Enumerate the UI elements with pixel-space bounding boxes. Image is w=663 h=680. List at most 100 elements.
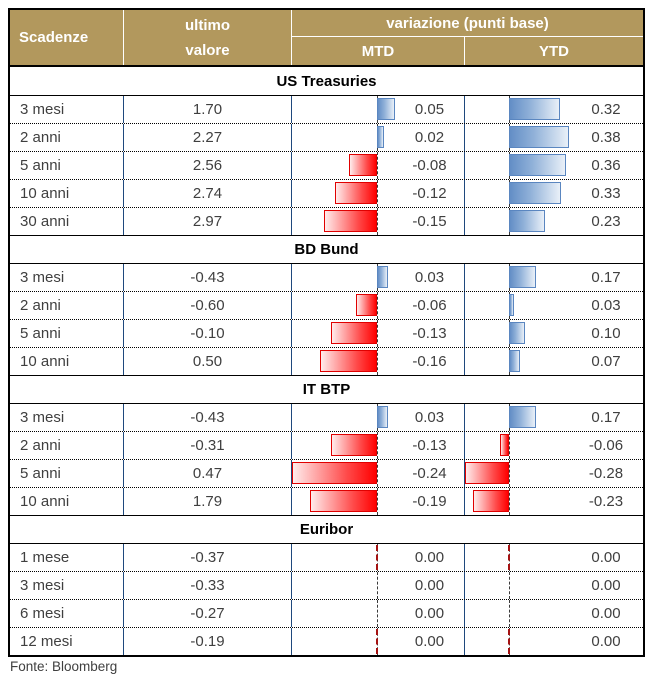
mtd-bar-zone	[292, 348, 395, 375]
zero-axis-line	[377, 348, 379, 375]
zero-axis-line	[377, 432, 379, 459]
ytd-value: 0.10	[591, 325, 621, 342]
mtd-cell: -0.08	[291, 152, 464, 179]
header-ultimo-line2: valore	[185, 41, 230, 59]
mtd-bar-zone	[292, 264, 395, 291]
mtd-cell: 0.05	[291, 96, 464, 123]
mtd-data-bar	[348, 154, 378, 176]
mtd-value: 0.02	[414, 129, 445, 146]
mtd-data-bar	[292, 462, 378, 484]
mtd-value: 0.00	[414, 549, 445, 566]
maturity-label: 30 anni	[20, 213, 70, 230]
maturity-label: 6 mesi	[20, 605, 65, 622]
mtd-value: 0.05	[414, 101, 445, 118]
footer-source: Fonte: Bloomberg	[10, 659, 118, 674]
zero-axis-line	[509, 432, 511, 459]
zero-tick	[508, 545, 511, 570]
ytd-bar-zone	[465, 208, 569, 235]
ytd-bar-zone	[465, 572, 569, 599]
mtd-value: -0.16	[412, 353, 447, 370]
zero-axis-line	[377, 600, 379, 627]
zero-axis-line	[377, 572, 379, 599]
zero-tick	[376, 545, 379, 570]
last-value: 2.74	[123, 180, 291, 207]
ytd-cell: 0.10	[464, 320, 643, 347]
ytd-bar-zone	[465, 600, 569, 627]
maturity-label: 3 mesi	[20, 269, 65, 286]
zero-axis-line	[377, 320, 379, 347]
ytd-cell: 0.17	[464, 404, 643, 431]
mtd-bar-zone	[292, 96, 395, 123]
zero-axis-line	[509, 600, 511, 627]
maturity-label: 1 mese	[20, 549, 70, 566]
mtd-value: -0.15	[412, 213, 447, 230]
maturity-label: 2 anni	[20, 129, 61, 146]
ytd-bar-zone	[465, 460, 569, 487]
ytd-cell: -0.28	[464, 460, 643, 487]
last-value: 2.56	[123, 152, 291, 179]
last-value: 2.27	[123, 124, 291, 151]
maturity-label: 2 anni	[20, 437, 61, 454]
header-cell-ultimo-valore: ultimo valore	[123, 10, 291, 65]
ytd-data-bar	[509, 294, 514, 316]
mtd-data-bar	[309, 490, 378, 512]
header-cell-variazione: variazione (punti base)	[291, 10, 643, 37]
mtd-data-bar	[323, 210, 378, 232]
zero-axis-line	[377, 208, 379, 235]
ytd-data-bar	[509, 350, 521, 372]
ytd-value: 0.17	[591, 409, 621, 426]
mtd-bar-zone	[292, 152, 395, 179]
maturity-row: 10 anni 1.79 -0.19 -0.23	[10, 487, 643, 515]
section-title-it-btp: IT BTP	[10, 375, 643, 403]
last-value: -0.19	[123, 628, 291, 655]
table-header: Scadenze ultimo valore variazione (punti…	[10, 10, 643, 67]
ytd-data-bar	[465, 462, 510, 484]
mtd-data-bar	[331, 322, 378, 344]
ytd-bar-zone	[465, 264, 569, 291]
section-title-bd-bund: BD Bund	[10, 235, 643, 263]
ytd-cell: 0.23	[464, 208, 643, 235]
last-value: -0.31	[123, 432, 291, 459]
mtd-cell: 0.00	[291, 600, 464, 627]
mtd-cell: -0.06	[291, 292, 464, 319]
mtd-cell: -0.15	[291, 208, 464, 235]
mtd-value: 0.00	[414, 633, 445, 650]
ytd-cell: 0.36	[464, 152, 643, 179]
mtd-value: -0.13	[412, 437, 447, 454]
maturity-label: 5 anni	[20, 325, 61, 342]
ytd-value: 0.36	[591, 157, 621, 174]
maturity-row: 2 anni -0.31 -0.13 -0.06	[10, 431, 643, 459]
ytd-data-bar	[509, 210, 546, 232]
ytd-cell: 0.00	[464, 572, 643, 599]
ytd-data-bar	[509, 182, 562, 204]
mtd-data-bar	[377, 98, 395, 120]
maturity-row: 3 mesi -0.33 0.00 0.00	[10, 571, 643, 599]
section-title-us-treasuries: US Treasuries	[276, 72, 377, 90]
ytd-value: -0.06	[588, 437, 624, 454]
last-value: -0.37	[123, 544, 291, 571]
ytd-cell: 0.00	[464, 600, 643, 627]
mtd-data-bar	[377, 126, 385, 148]
mtd-bar-zone	[292, 572, 395, 599]
header-cell-ytd: YTD	[464, 37, 643, 65]
maturity-label: 10 anni	[20, 185, 70, 202]
mtd-bar-zone	[292, 488, 395, 515]
mtd-bar-zone	[292, 292, 395, 319]
zero-axis-line	[377, 460, 379, 487]
zero-axis-line	[377, 488, 379, 515]
ytd-value: -0.28	[588, 465, 624, 482]
ytd-cell: 0.17	[464, 264, 643, 291]
zero-axis-line	[509, 572, 511, 599]
ytd-data-bar	[509, 126, 569, 148]
last-value: -0.10	[123, 320, 291, 347]
mtd-value: -0.06	[412, 297, 447, 314]
ytd-bar-zone	[465, 292, 569, 319]
mtd-bar-zone	[292, 600, 395, 627]
ytd-value: 0.23	[591, 213, 621, 230]
table-body: US Treasuries 3 mesi 1.70 0.05 0.32 2 anni 2.2…	[10, 67, 643, 655]
mtd-cell: -0.24	[291, 460, 464, 487]
ytd-data-bar	[509, 98, 560, 120]
zero-tick	[508, 629, 511, 654]
mtd-value: -0.19	[412, 493, 447, 510]
